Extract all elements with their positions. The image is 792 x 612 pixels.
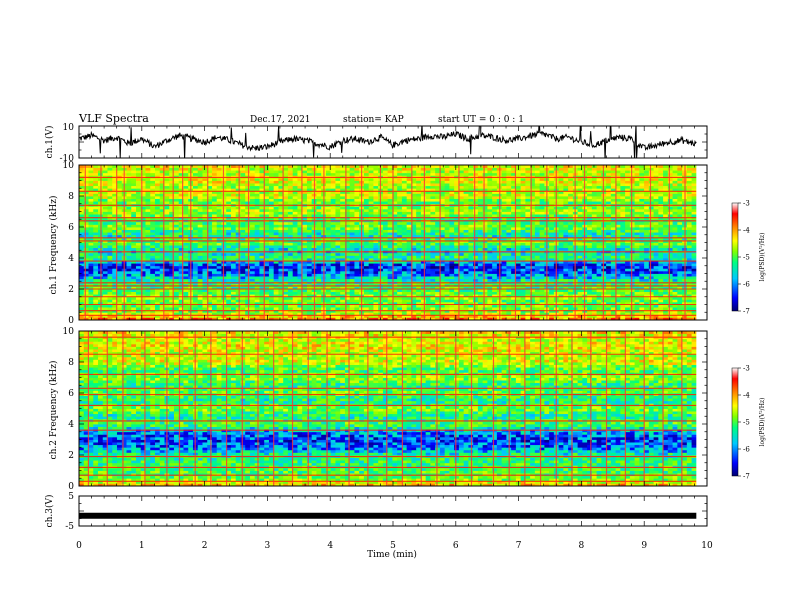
ch1-spectrogram-image [79, 165, 707, 321]
ch1-waveform-ylabel: ch.1(V) [44, 126, 55, 159]
ch1-colorbar [731, 202, 739, 312]
time-tick-label: 9 [641, 541, 647, 551]
time-tick-label: 6 [453, 541, 459, 551]
ch1-waveform-line [79, 126, 697, 158]
ch2-colorbar [731, 367, 739, 477]
ch3-waveform-panel: 5 -5 ch.3(V) 0 1 2 3 4 5 6 7 8 9 10 Time (min) [44, 492, 713, 560]
freq-tick-label: 4 [68, 420, 74, 430]
freq-tick-label: 8 [68, 192, 74, 202]
freq-tick-label: 0 [68, 316, 74, 326]
time-tick-label: 10 [701, 541, 713, 551]
colorbar-tick-label: -5 [743, 419, 750, 427]
time-tick-label: 8 [579, 541, 585, 551]
time-tick-label: 4 [327, 541, 333, 551]
time-tick-label: 7 [516, 541, 522, 551]
freq-tick-label: 4 [68, 254, 74, 264]
figure-title: VLF Spectra [78, 112, 149, 125]
ch1-spectrogram-ylabel-line: ch.1 Frequency (kHz) [48, 196, 59, 295]
ch1-ytick-top: 10 [63, 123, 75, 133]
colorbar-tick-label: -6 [743, 281, 750, 289]
freq-tick-label: 10 [63, 327, 75, 337]
ch3-ytick-bottom: -5 [65, 522, 74, 532]
ch1-ytick-bottom: -10 [60, 154, 75, 164]
freq-tick-label: 2 [68, 285, 74, 295]
time-axis-label: Time (min) [367, 549, 417, 560]
time-tick-label: 2 [202, 541, 208, 551]
ch2-spectrogram-ylabel: ch.2 Frequency (kHz) [48, 361, 59, 460]
ch2-spectrogram-image [79, 331, 707, 487]
freq-tick-label: 0 [68, 482, 74, 492]
station-label: station= KAP [343, 115, 404, 125]
colorbar-tick-label: -7 [743, 473, 750, 481]
freq-tick-label: 8 [68, 358, 74, 368]
ch2-colorbar-label: log(PSD)(V²/Hz) [759, 398, 766, 447]
ch1-waveform-panel: 10 -10 ch.1(V) [44, 123, 708, 164]
ch2-spectrogram-ylabel-line: ch.2 Frequency (kHz) [48, 361, 59, 460]
freq-tick-label: 6 [68, 223, 74, 233]
time-tick-label: 3 [265, 541, 271, 551]
time-tick-label: 1 [139, 541, 145, 551]
colorbar-tick-label: -5 [743, 254, 750, 262]
colorbar-tick-label: -4 [743, 392, 750, 400]
time-tick-label: 0 [76, 541, 82, 551]
ch3-waveform-ylabel: ch.3(V) [44, 495, 55, 528]
colorbar-tick-label: -6 [743, 446, 750, 454]
colorbar-tick-label: -4 [743, 227, 750, 235]
ch1-spectrogram-ylabel: ch.1 Frequency (kHz) [48, 196, 59, 295]
date-label: Dec.17, 2021 [250, 115, 311, 125]
time-tick-label: 5 [390, 541, 396, 551]
colorbar-tick-label: -3 [743, 365, 750, 373]
start-time-label: start UT = 0 : 0 : 1 [438, 115, 524, 125]
freq-tick-label: 6 [68, 389, 74, 399]
freq-tick-label: 2 [68, 451, 74, 461]
freq-tick-label: 10 [63, 161, 75, 171]
colorbar-tick-label: -7 [743, 308, 750, 316]
ch1-colorbar-label: log(PSD)(V²/Hz) [759, 233, 766, 282]
colorbar-tick-label: -3 [743, 200, 750, 208]
ch3-ytick-top: 5 [68, 492, 74, 502]
